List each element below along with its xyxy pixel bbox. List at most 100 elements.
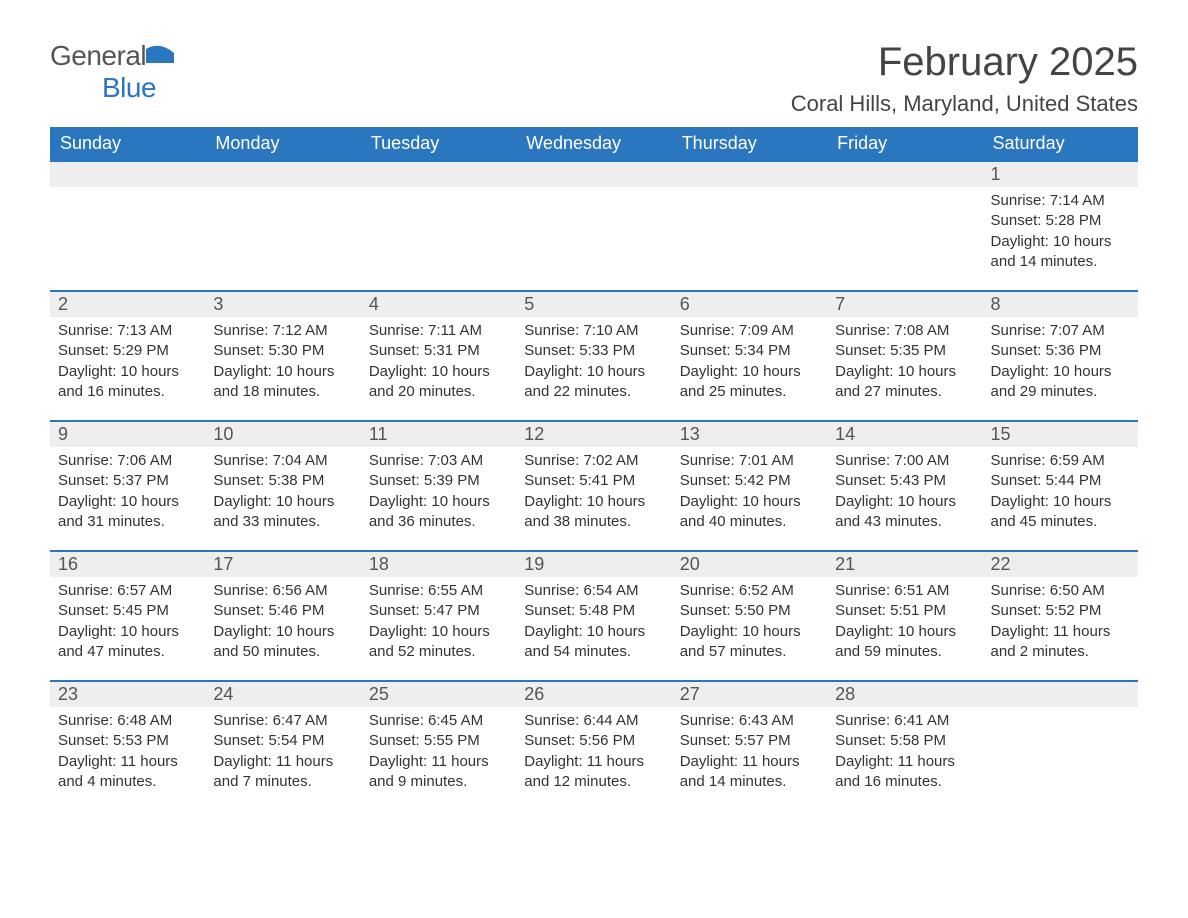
calendar-day-cell: 1Sunrise: 7:14 AMSunset: 5:28 PMDaylight… — [983, 161, 1138, 291]
day-body: Sunrise: 7:01 AMSunset: 5:42 PMDaylight:… — [672, 447, 827, 550]
sunrise-line: Sunrise: 7:06 AM — [58, 451, 197, 471]
day-number: 15 — [983, 422, 1138, 447]
sunrise-line: Sunrise: 7:04 AM — [213, 451, 352, 471]
daylight-line: Daylight: 11 hours and 2 minutes. — [991, 622, 1130, 663]
calendar-day-cell: 15Sunrise: 6:59 AMSunset: 5:44 PMDayligh… — [983, 421, 1138, 551]
calendar-day-cell: 27Sunrise: 6:43 AMSunset: 5:57 PMDayligh… — [672, 681, 827, 810]
logo: GeneralBlue — [50, 40, 174, 104]
daylight-line: Daylight: 11 hours and 16 minutes. — [835, 752, 974, 793]
day-number: 20 — [672, 552, 827, 577]
title-block: February 2025 Coral Hills, Maryland, Uni… — [791, 40, 1138, 117]
sunset-line: Sunset: 5:30 PM — [213, 341, 352, 361]
calendar-day-cell — [516, 161, 671, 291]
calendar-day-cell — [361, 161, 516, 291]
daylight-line: Daylight: 10 hours and 50 minutes. — [213, 622, 352, 663]
daylight-line: Daylight: 10 hours and 38 minutes. — [524, 492, 663, 533]
calendar-week-row: 9Sunrise: 7:06 AMSunset: 5:37 PMDaylight… — [50, 421, 1138, 551]
sunrise-line: Sunrise: 6:48 AM — [58, 711, 197, 731]
month-title: February 2025 — [791, 40, 1138, 85]
sunrise-line: Sunrise: 6:52 AM — [680, 581, 819, 601]
sunrise-line: Sunrise: 6:45 AM — [369, 711, 508, 731]
calendar-day-cell: 20Sunrise: 6:52 AMSunset: 5:50 PMDayligh… — [672, 551, 827, 681]
sunrise-line: Sunrise: 6:55 AM — [369, 581, 508, 601]
daylight-line: Daylight: 11 hours and 4 minutes. — [58, 752, 197, 793]
day-number-empty — [50, 162, 205, 187]
daylight-line: Daylight: 10 hours and 27 minutes. — [835, 362, 974, 403]
sunrise-line: Sunrise: 6:47 AM — [213, 711, 352, 731]
daylight-line: Daylight: 10 hours and 40 minutes. — [680, 492, 819, 533]
calendar-day-cell: 7Sunrise: 7:08 AMSunset: 5:35 PMDaylight… — [827, 291, 982, 421]
sunrise-line: Sunrise: 6:43 AM — [680, 711, 819, 731]
calendar-day-cell: 17Sunrise: 6:56 AMSunset: 5:46 PMDayligh… — [205, 551, 360, 681]
day-number: 3 — [205, 292, 360, 317]
sunrise-line: Sunrise: 7:08 AM — [835, 321, 974, 341]
day-body: Sunrise: 7:14 AMSunset: 5:28 PMDaylight:… — [983, 187, 1138, 290]
daylight-line: Daylight: 10 hours and 25 minutes. — [680, 362, 819, 403]
weekday-header: Wednesday — [516, 127, 671, 161]
day-body-empty — [205, 187, 360, 287]
day-number: 19 — [516, 552, 671, 577]
daylight-line: Daylight: 11 hours and 9 minutes. — [369, 752, 508, 793]
flag-icon — [146, 45, 174, 65]
day-body-empty — [516, 187, 671, 287]
daylight-line: Daylight: 10 hours and 31 minutes. — [58, 492, 197, 533]
day-body: Sunrise: 7:00 AMSunset: 5:43 PMDaylight:… — [827, 447, 982, 550]
day-number-empty — [361, 162, 516, 187]
day-body: Sunrise: 6:44 AMSunset: 5:56 PMDaylight:… — [516, 707, 671, 810]
sunset-line: Sunset: 5:51 PM — [835, 601, 974, 621]
day-number-empty — [827, 162, 982, 187]
sunrise-line: Sunrise: 6:50 AM — [991, 581, 1130, 601]
day-body: Sunrise: 7:13 AMSunset: 5:29 PMDaylight:… — [50, 317, 205, 420]
logo-text-general: General — [50, 40, 146, 71]
sunrise-line: Sunrise: 6:44 AM — [524, 711, 663, 731]
sunrise-line: Sunrise: 6:57 AM — [58, 581, 197, 601]
sunrise-line: Sunrise: 7:02 AM — [524, 451, 663, 471]
calendar-day-cell: 5Sunrise: 7:10 AMSunset: 5:33 PMDaylight… — [516, 291, 671, 421]
calendar-day-cell: 22Sunrise: 6:50 AMSunset: 5:52 PMDayligh… — [983, 551, 1138, 681]
sunrise-line: Sunrise: 6:56 AM — [213, 581, 352, 601]
calendar-day-cell: 2Sunrise: 7:13 AMSunset: 5:29 PMDaylight… — [50, 291, 205, 421]
calendar-day-cell: 26Sunrise: 6:44 AMSunset: 5:56 PMDayligh… — [516, 681, 671, 810]
day-number: 12 — [516, 422, 671, 447]
sunrise-line: Sunrise: 6:41 AM — [835, 711, 974, 731]
day-body: Sunrise: 6:50 AMSunset: 5:52 PMDaylight:… — [983, 577, 1138, 680]
sunset-line: Sunset: 5:42 PM — [680, 471, 819, 491]
day-number: 17 — [205, 552, 360, 577]
day-body-empty — [50, 187, 205, 287]
calendar-day-cell: 3Sunrise: 7:12 AMSunset: 5:30 PMDaylight… — [205, 291, 360, 421]
calendar-table: SundayMondayTuesdayWednesdayThursdayFrid… — [50, 127, 1138, 810]
calendar-header-row: SundayMondayTuesdayWednesdayThursdayFrid… — [50, 127, 1138, 161]
sunrise-line: Sunrise: 7:11 AM — [369, 321, 508, 341]
day-body-empty — [361, 187, 516, 287]
sunrise-line: Sunrise: 6:59 AM — [991, 451, 1130, 471]
sunset-line: Sunset: 5:39 PM — [369, 471, 508, 491]
weekday-header: Saturday — [983, 127, 1138, 161]
calendar-day-cell: 19Sunrise: 6:54 AMSunset: 5:48 PMDayligh… — [516, 551, 671, 681]
day-body: Sunrise: 6:45 AMSunset: 5:55 PMDaylight:… — [361, 707, 516, 810]
calendar-day-cell: 9Sunrise: 7:06 AMSunset: 5:37 PMDaylight… — [50, 421, 205, 551]
day-body: Sunrise: 7:04 AMSunset: 5:38 PMDaylight:… — [205, 447, 360, 550]
sunset-line: Sunset: 5:45 PM — [58, 601, 197, 621]
sunset-line: Sunset: 5:31 PM — [369, 341, 508, 361]
day-number-empty — [672, 162, 827, 187]
day-number-empty — [516, 162, 671, 187]
day-number: 25 — [361, 682, 516, 707]
logo-text-blue: Blue — [50, 72, 156, 103]
weekday-header: Sunday — [50, 127, 205, 161]
day-body: Sunrise: 7:11 AMSunset: 5:31 PMDaylight:… — [361, 317, 516, 420]
day-number: 8 — [983, 292, 1138, 317]
calendar-day-cell — [827, 161, 982, 291]
sunset-line: Sunset: 5:47 PM — [369, 601, 508, 621]
sunrise-line: Sunrise: 7:09 AM — [680, 321, 819, 341]
sunset-line: Sunset: 5:44 PM — [991, 471, 1130, 491]
calendar-week-row: 1Sunrise: 7:14 AMSunset: 5:28 PMDaylight… — [50, 161, 1138, 291]
sunset-line: Sunset: 5:55 PM — [369, 731, 508, 751]
day-body: Sunrise: 7:03 AMSunset: 5:39 PMDaylight:… — [361, 447, 516, 550]
day-number: 26 — [516, 682, 671, 707]
weekday-header: Tuesday — [361, 127, 516, 161]
sunset-line: Sunset: 5:34 PM — [680, 341, 819, 361]
day-number: 2 — [50, 292, 205, 317]
day-body: Sunrise: 7:06 AMSunset: 5:37 PMDaylight:… — [50, 447, 205, 550]
weekday-header: Thursday — [672, 127, 827, 161]
day-body: Sunrise: 6:52 AMSunset: 5:50 PMDaylight:… — [672, 577, 827, 680]
